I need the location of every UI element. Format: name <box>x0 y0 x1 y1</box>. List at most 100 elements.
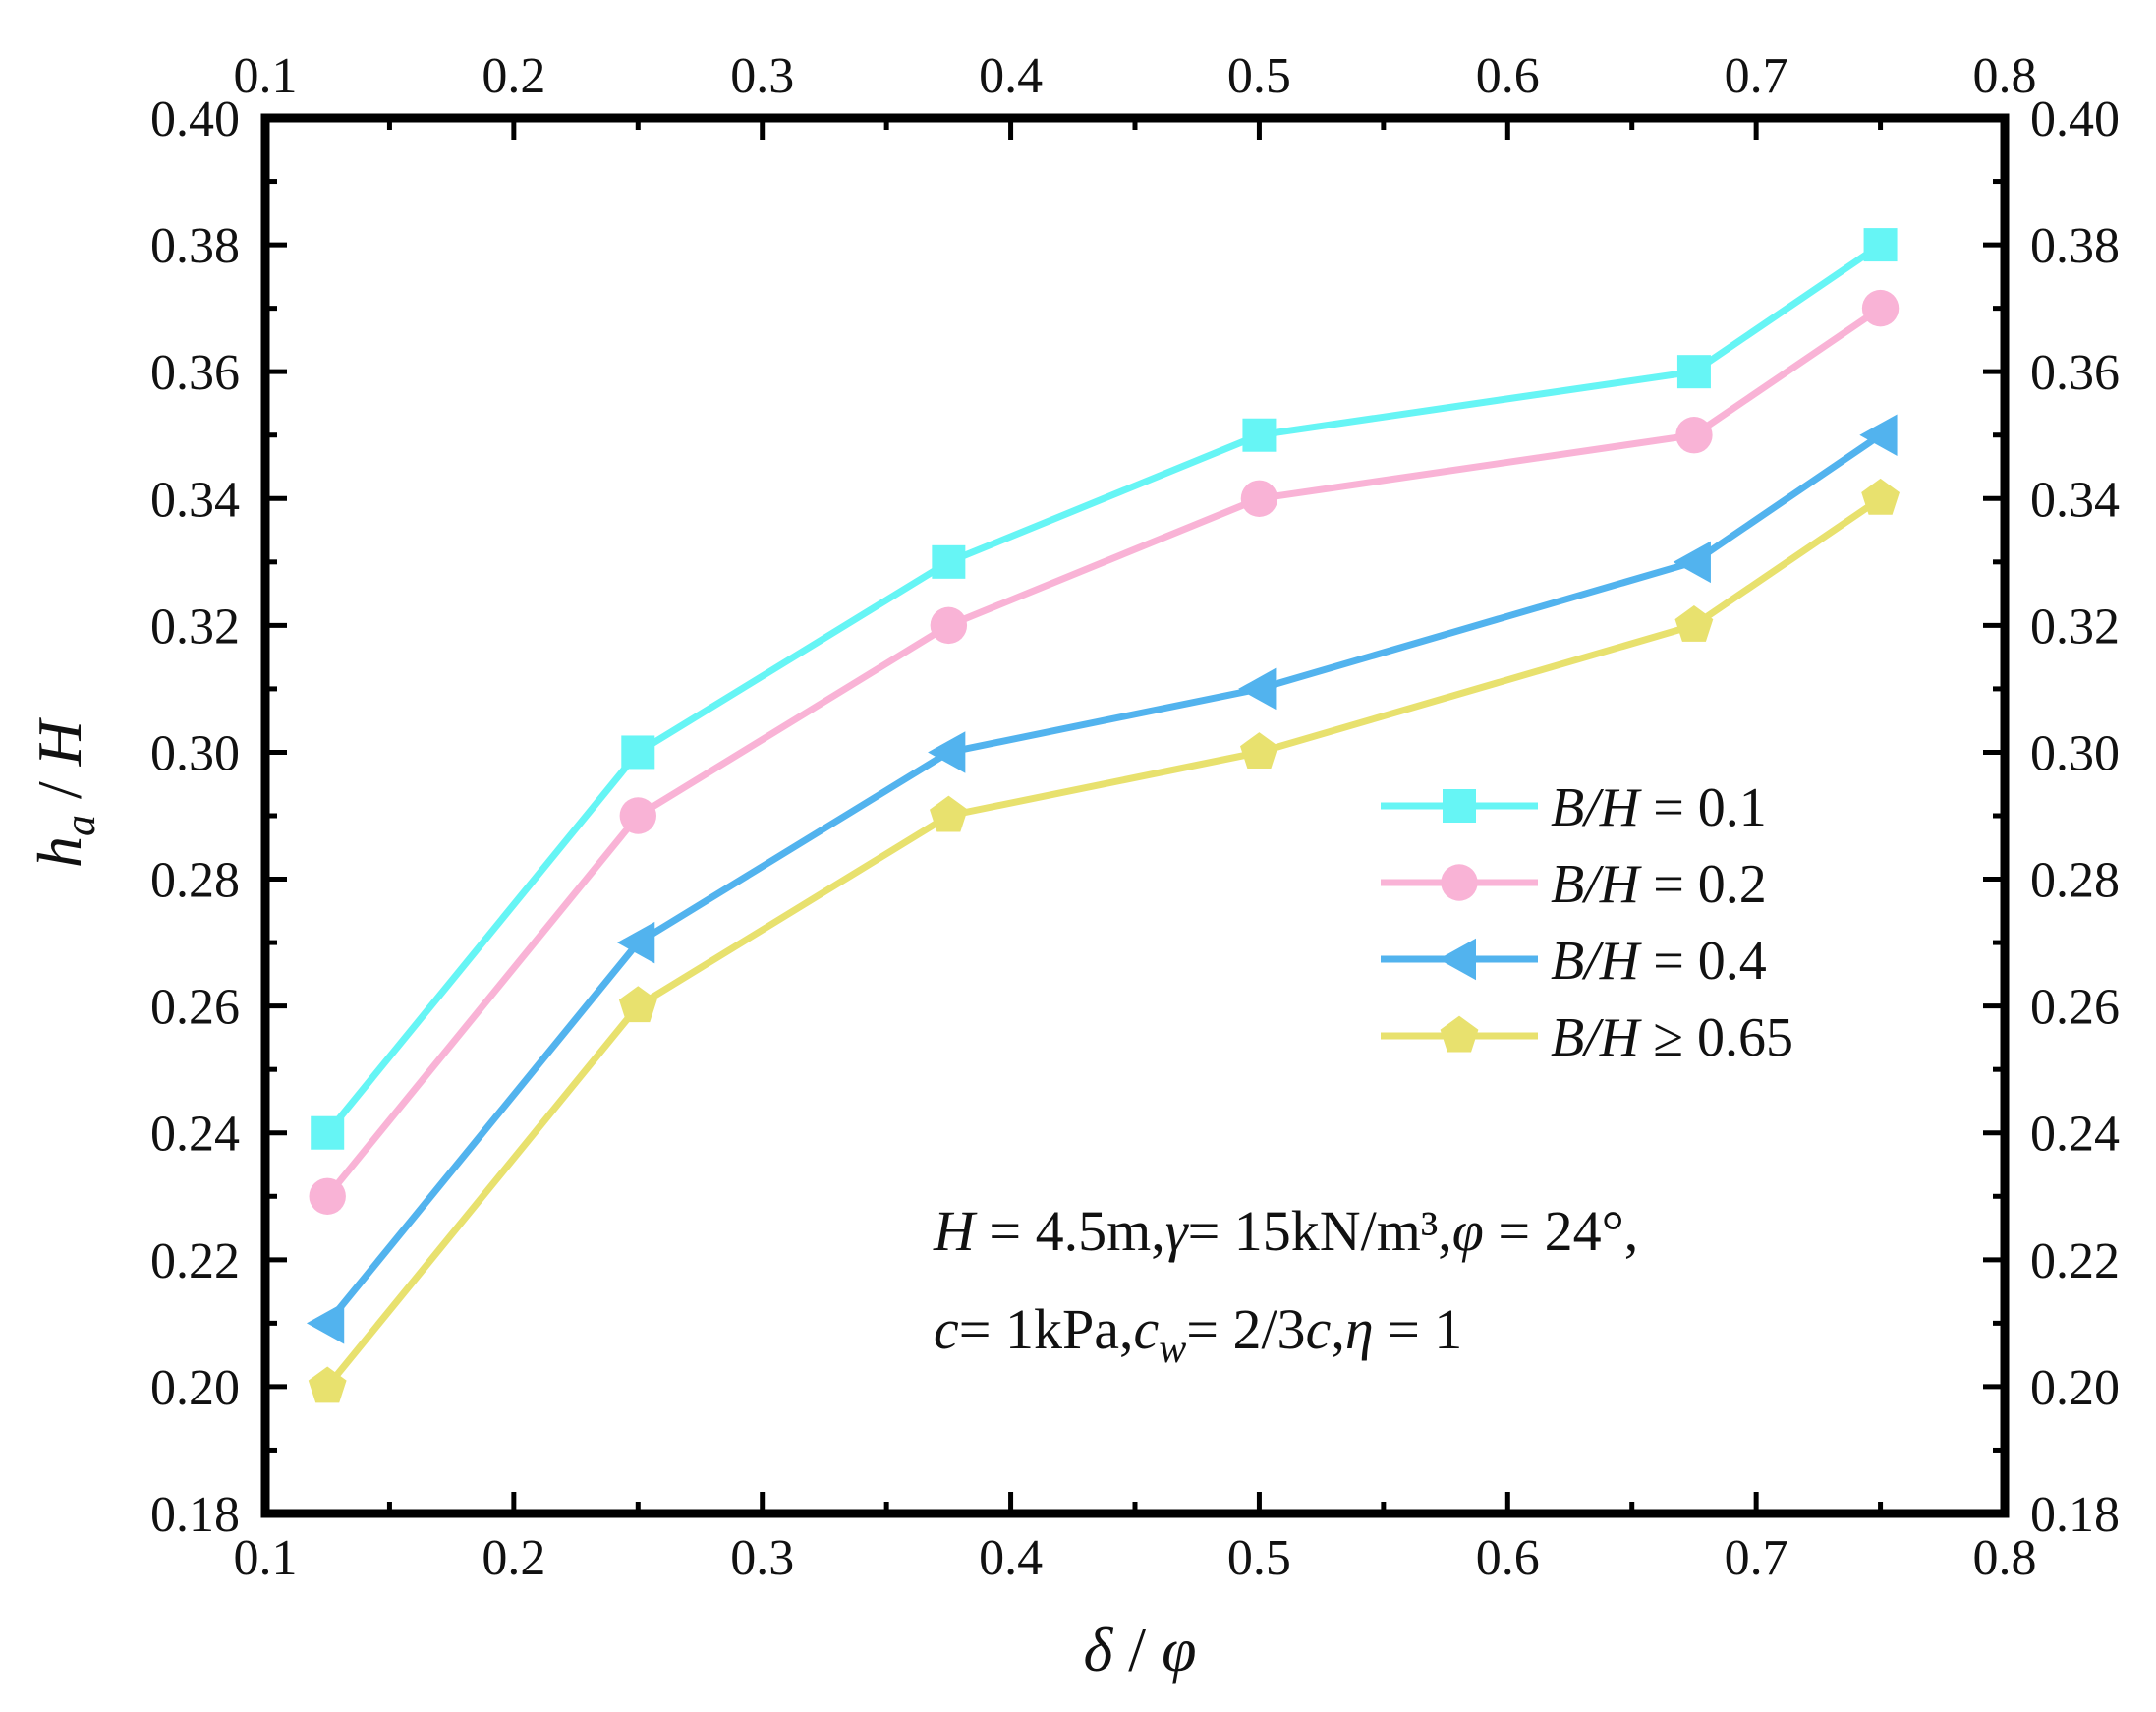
legend-label-rest: = 0.1 <box>1639 777 1767 838</box>
data-point <box>930 606 968 645</box>
data-point <box>928 731 966 773</box>
x-axis-title-main: δ <box>1084 1615 1114 1684</box>
data-point <box>1242 418 1277 452</box>
y-tick-label-right: 0.24 <box>2030 1107 2120 1163</box>
legend-entry: B/H ≥ 0.65 <box>1381 1007 1793 1068</box>
y-tick-label-right: 0.20 <box>2030 1360 2120 1416</box>
x-axis-title-second: φ <box>1162 1615 1196 1684</box>
legend-entry: B/H = 0.1 <box>1381 777 1767 838</box>
data-point <box>619 797 656 834</box>
annotation-fragment: , <box>1331 1297 1345 1361</box>
data-point <box>308 1366 347 1403</box>
x-tick-label-bottom: 0.2 <box>482 1530 545 1586</box>
annotation-fragment: w <box>1159 1327 1186 1372</box>
legend-label: B/H = 0.2 <box>1551 854 1767 915</box>
series-4 <box>308 478 1900 1403</box>
y-tick-label-right: 0.34 <box>2030 472 2120 528</box>
series-2 <box>309 289 1900 1215</box>
legend: B/H = 0.1B/H = 0.2B/H = 0.4B/H ≥ 0.65 <box>1381 777 1793 1068</box>
legend-label: B/H = 0.1 <box>1551 777 1767 838</box>
data-point <box>1240 732 1278 769</box>
x-tick-label-bottom: 0.1 <box>234 1530 298 1586</box>
data-point <box>1859 414 1898 456</box>
y-tick-label-right: 0.30 <box>2030 725 2120 781</box>
annotation-line-1: H = 4.5m,γ= 15kN/m³,φ = 24°, <box>933 1199 1638 1263</box>
data-point <box>618 986 657 1023</box>
x-tick-label-bottom: 0.6 <box>1476 1530 1540 1586</box>
annotation-fragment: = 4.5m, <box>975 1199 1165 1263</box>
data-point <box>309 1177 346 1215</box>
x-tick-label-bottom: 0.8 <box>1973 1530 2037 1586</box>
y-tick-label-left: 0.32 <box>150 599 240 655</box>
data-point <box>1674 605 1714 642</box>
annotation-fragment: = 2/3 <box>1186 1297 1305 1361</box>
legend-label: B/H = 0.4 <box>1551 931 1767 992</box>
data-point <box>1676 355 1711 389</box>
annotation-fragment: c <box>1133 1297 1159 1361</box>
y-tick-label-left: 0.18 <box>150 1487 240 1543</box>
y-tick-label-right: 0.36 <box>2030 345 2120 401</box>
x-tick-label-bottom: 0.3 <box>730 1530 794 1586</box>
annotation-fragment: = 1 <box>1374 1297 1463 1361</box>
y-tick-label-right: 0.22 <box>2030 1233 2120 1289</box>
y-tick-label-left: 0.38 <box>150 218 240 274</box>
y-tick-label-right: 0.28 <box>2030 853 2120 909</box>
annotation: H = 4.5m,γ= 15kN/m³,φ = 24°, c= 1kPa,cw=… <box>933 1199 1638 1372</box>
y-tick-label-left: 0.36 <box>150 345 240 401</box>
x-tick-label-top: 0.4 <box>979 48 1043 104</box>
annotation-fragment: η <box>1345 1297 1374 1361</box>
legend-entry: B/H = 0.2 <box>1381 854 1767 915</box>
data-point <box>311 1115 345 1150</box>
x-tick-label-bottom: 0.5 <box>1227 1530 1291 1586</box>
y-axis-title-second: H <box>25 716 94 767</box>
data-point <box>617 921 655 964</box>
series-line <box>324 305 1883 1199</box>
legend-label-italic: B/H <box>1551 1007 1642 1068</box>
series-line <box>324 431 1883 1326</box>
y-tick-label-left: 0.28 <box>150 853 240 909</box>
y-axis-title-sub: a <box>56 815 104 836</box>
data-point <box>930 795 968 832</box>
series-line <box>324 242 1883 1135</box>
legend-label-rest: ≥ 0.65 <box>1639 1007 1793 1068</box>
series-line <box>324 495 1883 1390</box>
legend-marker <box>1438 938 1476 981</box>
data-point <box>621 735 655 770</box>
y-tick-label-left: 0.22 <box>150 1233 240 1289</box>
x-tick-label-top: 0.1 <box>234 48 298 104</box>
y-tick-label-right: 0.38 <box>2030 218 2120 274</box>
x-axis-title: δ / φ <box>1084 1615 1197 1684</box>
data-point <box>1863 228 1898 262</box>
y-axis-title: ha / H <box>25 716 104 868</box>
y-tick-label-right: 0.18 <box>2030 1487 2120 1543</box>
y-tick-label-left: 0.34 <box>150 472 240 528</box>
x-tick-label-bottom: 0.7 <box>1725 1530 1788 1586</box>
data-point <box>306 1302 345 1344</box>
legend-label-italic: B/H <box>1551 854 1642 915</box>
y-axis-title-slash: / <box>25 766 94 815</box>
legend-label-italic: B/H <box>1551 931 1642 992</box>
data-point <box>1238 667 1277 711</box>
annotation-fragment: = 1kPa, <box>959 1297 1134 1361</box>
y-tick-label-left: 0.26 <box>150 980 240 1036</box>
annotation-fragment: c <box>934 1297 959 1361</box>
legend-entry: B/H = 0.4 <box>1381 931 1767 992</box>
y-tick-label-left: 0.30 <box>150 725 240 781</box>
legend-label-italic: B/H <box>1551 777 1642 838</box>
x-tick-label-top: 0.7 <box>1725 48 1788 104</box>
legend-label-rest: = 0.4 <box>1639 931 1767 992</box>
annotation-fragment: γ <box>1165 1199 1190 1263</box>
series-layer <box>306 228 1900 1403</box>
tick-layer: 0.1 0.1 0.2 0.2 0.3 0.3 0.4 0.4 0.5 0.5 0.6 0.6 0.7 0… <box>150 48 2120 1586</box>
data-point <box>1240 480 1278 517</box>
y-tick-label-left: 0.20 <box>150 1360 240 1416</box>
annotation-fragment: φ <box>1452 1199 1484 1263</box>
x-tick-label-top: 0.5 <box>1227 48 1291 104</box>
legend-marker <box>1440 1015 1479 1053</box>
y-tick-label-right: 0.40 <box>2030 91 2120 147</box>
x-tick-label-top: 0.6 <box>1476 48 1540 104</box>
annotation-fragment: = 24°, <box>1484 1199 1638 1263</box>
legend-label-rest: = 0.2 <box>1639 854 1767 915</box>
series-3 <box>306 414 1898 1344</box>
